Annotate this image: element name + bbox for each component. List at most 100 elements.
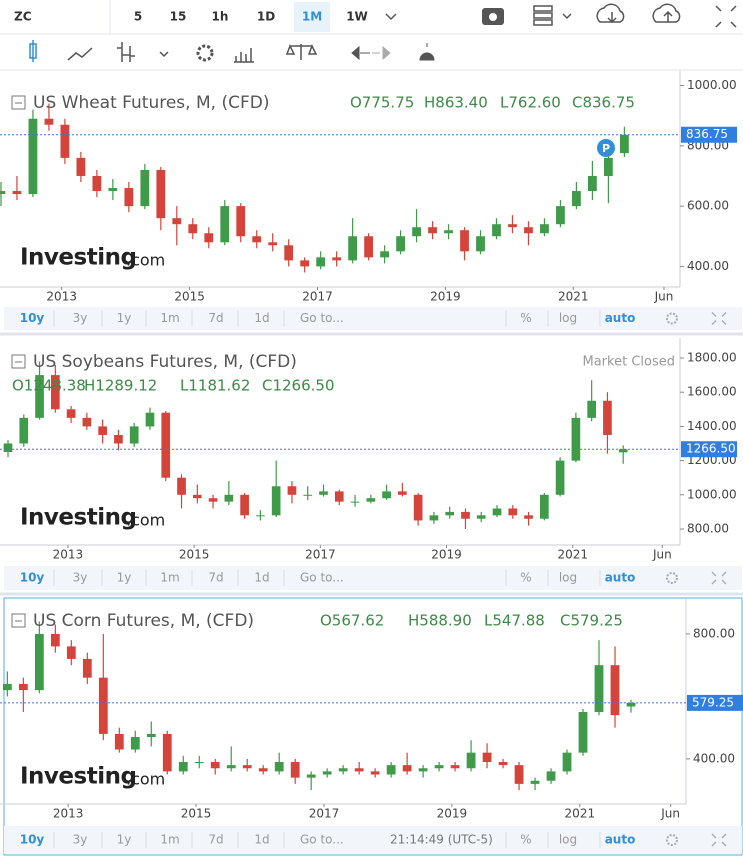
settings-icon[interactable] (196, 44, 214, 62)
range-button[interactable]: 7d (208, 311, 223, 325)
range-button[interactable]: 3y (73, 833, 88, 847)
candle-body (92, 175, 102, 192)
x-tick-label: 2013 (53, 807, 84, 821)
interval[interactable]: 1W (346, 10, 368, 24)
fullscreen-button[interactable] (711, 312, 727, 325)
settings-button[interactable] (666, 834, 678, 846)
fullscreen[interactable] (715, 5, 737, 28)
undo-icon[interactable] (351, 45, 370, 61)
option-button[interactable]: log (559, 311, 577, 325)
range-button[interactable]: 1y (117, 311, 132, 325)
goto-button[interactable]: Go to... (300, 311, 344, 325)
range-button[interactable]: 3y (73, 311, 88, 325)
interval[interactable]: 1M (302, 10, 322, 24)
interval[interactable]: 1h (212, 10, 229, 24)
x-tick-label: 2015 (181, 807, 212, 821)
candle-body (444, 230, 453, 234)
candle-body (50, 375, 60, 410)
range-button[interactable]: 10y (20, 311, 45, 325)
candle-body (140, 169, 150, 207)
option-button[interactable]: log (559, 833, 577, 847)
candles-icon[interactable] (29, 40, 37, 62)
interval[interactable]: 15 (170, 10, 187, 24)
candle-body (398, 491, 407, 495)
interval[interactable]: 5 (134, 10, 142, 24)
layout-icon[interactable] (533, 5, 553, 26)
range-button[interactable]: 1y (117, 833, 132, 847)
collapse-box[interactable] (11, 613, 26, 628)
range-button[interactable]: 1m (160, 311, 179, 325)
chart-title: US Wheat Futures, M, (CFD) (33, 93, 269, 113)
option-button[interactable]: % (520, 311, 531, 325)
interval[interactable]: 1D (257, 10, 275, 24)
candle-body (18, 683, 28, 691)
option-button[interactable]: % (520, 571, 531, 585)
range-button[interactable]: 1d (254, 311, 269, 325)
dropdown-arrow[interactable] (159, 51, 169, 58)
ohlc-value: H863.40 (424, 94, 488, 112)
alert-icon[interactable] (419, 43, 435, 61)
range-button[interactable]: 3y (73, 571, 88, 585)
ohlc-value: O567.62 (320, 612, 384, 630)
range-button[interactable]: 1y (117, 571, 132, 585)
candle-body (460, 230, 469, 252)
candle-body (476, 515, 486, 519)
range-button[interactable]: 10y (20, 833, 45, 847)
candle-body (332, 257, 342, 261)
option-button[interactable]: % (520, 833, 531, 847)
range-button[interactable]: 7d (208, 833, 223, 847)
candle-body (19, 417, 29, 444)
range-button[interactable]: 10y (20, 571, 45, 585)
candle-body (177, 477, 186, 495)
collapse-box[interactable] (11, 354, 26, 369)
dropdown-arrow[interactable] (385, 13, 397, 21)
option-button[interactable]: auto (605, 571, 636, 585)
fullscreen-button[interactable] (711, 571, 727, 585)
candle-body (210, 762, 220, 769)
candle-body (382, 491, 391, 499)
range-button[interactable]: 7d (208, 571, 223, 585)
goto-button[interactable]: Go to... (300, 833, 344, 847)
study-icon[interactable] (234, 48, 254, 63)
range-button[interactable]: 1d (254, 571, 269, 585)
option-button[interactable]: log (559, 571, 577, 585)
settings-button[interactable] (666, 572, 678, 584)
redo-icon[interactable] (372, 45, 391, 61)
ohlc-value: H1289.12 (84, 377, 157, 395)
option-button[interactable]: auto (605, 833, 636, 847)
settings-button[interactable] (666, 312, 678, 325)
cloud-upload[interactable] (652, 3, 681, 23)
watermark-suffix: .com (126, 251, 165, 270)
range-bar (4, 566, 742, 590)
collapse-box[interactable] (11, 95, 26, 110)
candle-body (364, 236, 374, 258)
compare-icon[interactable] (285, 44, 318, 60)
x-tick-label: 2015 (179, 548, 210, 562)
symbol[interactable]: ZC (14, 10, 32, 24)
goto-button[interactable]: Go to... (300, 571, 344, 585)
fullscreen-button[interactable] (711, 833, 727, 847)
candle-body (188, 224, 198, 234)
range-button[interactable]: 1m (160, 571, 179, 585)
candle-body (466, 752, 476, 769)
candle-body (108, 188, 118, 192)
candle-body (626, 702, 636, 707)
y-tick-label: 1400.00 (687, 419, 737, 433)
candle-body (82, 658, 92, 678)
dropdown-arrow[interactable] (562, 13, 572, 20)
last-price-tag (681, 126, 737, 143)
indicator-icon[interactable] (117, 42, 135, 62)
candle-body (240, 494, 249, 516)
candle-body (268, 242, 278, 246)
cloud-download[interactable] (596, 3, 625, 24)
event-marker[interactable] (597, 139, 615, 157)
line-icon[interactable] (67, 47, 93, 61)
candle-body (476, 236, 485, 252)
range-button[interactable]: 1d (254, 833, 269, 847)
x-tick-label: 2019 (430, 290, 461, 304)
candle-body (482, 752, 492, 763)
range-button[interactable]: 1m (160, 833, 179, 847)
candle-body (194, 762, 204, 764)
option-button[interactable]: auto (605, 311, 636, 325)
